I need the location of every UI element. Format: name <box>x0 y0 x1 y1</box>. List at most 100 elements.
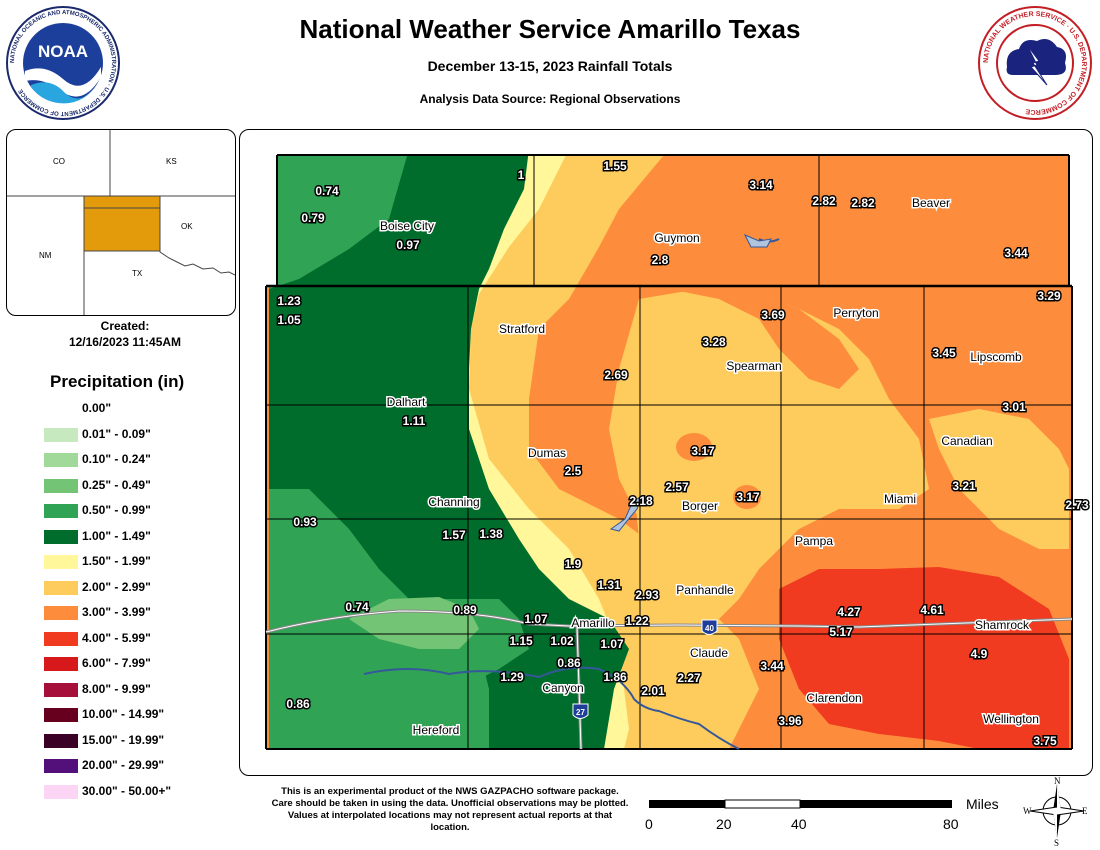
compass-s: S <box>1054 838 1059 846</box>
rainfall-value: 2.73 <box>1065 498 1089 512</box>
inset-label-nm: NM <box>39 251 52 260</box>
rainfall-value: 5.17 <box>829 625 853 639</box>
data-source: Analysis Data Source: Regional Observati… <box>419 92 681 106</box>
legend-swatch <box>44 708 78 722</box>
legend-swatch <box>44 733 78 748</box>
legend-swatch <box>44 580 78 595</box>
inset-label-co: CO <box>53 157 65 166</box>
rainfall-value: 0.89 <box>453 603 477 617</box>
rainfall-value: 2.18 <box>629 494 653 508</box>
legend-label: 6.00" - 7.99" <box>82 656 151 670</box>
legend-label: 4.00" - 5.99" <box>82 630 151 645</box>
city-label-hereford: Hereford <box>413 723 460 737</box>
rainfall-value: 1.22 <box>625 614 649 628</box>
compass-rose-icon: N E S W <box>1023 776 1088 846</box>
rainfall-value: 0.74 <box>315 184 339 198</box>
scale-unit: Miles <box>966 796 999 812</box>
rainfall-value: 1.23 <box>277 294 301 308</box>
inset-locator-map: CO KS NM OK TX <box>6 129 236 316</box>
rainfall-value: 2.27 <box>677 671 701 685</box>
rainfall-value: 0.93 <box>293 515 317 529</box>
page-title: National Weather Service Amarillo Texas <box>299 14 801 44</box>
i40-shield: 40 <box>701 619 718 635</box>
compass-e: E <box>1082 806 1088 816</box>
rainfall-value: 3.01 <box>1002 400 1026 414</box>
city-label-boise-city: Boise City <box>380 219 434 233</box>
noaa-logo: NATIONAL OCEANIC AND ATMOSPHERIC ADMINIS… <box>6 6 120 120</box>
legend-label: 1.00" - 1.49" <box>82 528 151 543</box>
city-label-miami: Miami <box>884 492 916 506</box>
rainfall-value: 0.74 <box>345 600 369 614</box>
rainfall-value: 0.86 <box>286 697 310 711</box>
rainfall-value: 1.9 <box>565 557 582 571</box>
rainfall-value: 2.57 <box>665 480 689 494</box>
city-label-wellington: Wellington <box>983 712 1039 726</box>
rainfall-value: 0.86 <box>557 656 581 670</box>
rainfall-value: 3.45 <box>932 346 956 360</box>
rainfall-map: 40 27 Boise City Guymon Beaver Stratford Per… <box>265 154 1091 750</box>
page-subtitle: December 13-15, 2023 Rainfall Totals <box>427 58 673 74</box>
rainfall-value: 2.82 <box>812 194 836 208</box>
legend-label: 0.25" - 0.49" <box>82 477 151 492</box>
rainfall-value: 0.97 <box>396 238 420 252</box>
city-label-guymon: Guymon <box>654 231 699 245</box>
rainfall-value: 4.27 <box>837 605 861 619</box>
city-label-claude: Claude <box>690 646 728 660</box>
rainfall-value: 3.28 <box>702 335 726 349</box>
rainfall-value: 4.9 <box>971 647 988 661</box>
legend-swatch <box>44 682 78 697</box>
rainfall-value: 1.31 <box>597 578 621 592</box>
rainfall-value: 3.69 <box>761 308 785 322</box>
city-label-clarendon: Clarendon <box>806 691 861 705</box>
legend-label: 20.00" - 29.99" <box>82 758 165 772</box>
rainfall-value: 3.21 <box>952 479 976 493</box>
city-label-pampa: Pampa <box>795 534 833 548</box>
legend-label: 8.00" - 9.99" <box>82 681 151 696</box>
created-timestamp: 12/16/2023 11:45AM <box>68 335 182 349</box>
rainfall-value: 0.79 <box>301 211 325 225</box>
rainfall-value: 1 <box>518 168 525 182</box>
scale-tick-0: 0 <box>645 816 653 832</box>
city-label-canadian: Canadian <box>941 434 992 448</box>
rainfall-value: 1.15 <box>509 634 533 648</box>
rainfall-value: 3.14 <box>749 178 773 192</box>
rainfall-value: 3.96 <box>778 714 802 728</box>
scale-tick-20: 20 <box>716 816 732 832</box>
legend-swatch <box>44 529 78 544</box>
legend-label: 0.01" - 0.09" <box>82 426 151 441</box>
city-label-spearman: Spearman <box>726 359 781 373</box>
rainfall-value: 2.8 <box>652 253 669 267</box>
legend-swatch <box>44 427 78 442</box>
legend-title: Precipitation (in) <box>50 372 185 391</box>
legend-swatch <box>44 606 78 620</box>
svg-text:27: 27 <box>576 708 585 717</box>
legend-swatch <box>44 631 78 646</box>
rainfall-value: 3.17 <box>691 444 715 458</box>
compass-w: W <box>1023 806 1032 816</box>
rainfall-value: 2.82 <box>851 196 875 210</box>
city-label-channing: Channing <box>428 495 479 509</box>
legend-swatch <box>44 504 78 518</box>
rainfall-value: 3.75 <box>1033 734 1057 748</box>
legend-label: 30.00" - 50.00+" <box>82 783 172 798</box>
legend-swatch <box>44 759 78 773</box>
city-label-borger: Borger <box>682 499 718 513</box>
legend-label: 0.10" - 0.24" <box>82 452 151 466</box>
rainfall-value: 2.01 <box>641 684 665 698</box>
inset-label-ks: KS <box>166 157 177 166</box>
city-label-lipscomb: Lipscomb <box>970 350 1022 364</box>
rainfall-value: 3.44 <box>1004 246 1028 260</box>
disclaimer: This is an experimental product of the N… <box>271 786 629 833</box>
rainfall-value: 1.07 <box>524 612 548 626</box>
city-label-shamrock: Shamrock <box>975 618 1030 632</box>
rainfall-value: 1.05 <box>277 313 301 327</box>
nws-logo: NATIONAL WEATHER SERVICE · U.S. DEPARTME… <box>978 6 1092 120</box>
city-label-canyon: Canyon <box>542 681 583 695</box>
rainfall-value: 2.93 <box>635 588 659 602</box>
city-label-amarillo: Amarillo <box>571 616 615 630</box>
rainfall-value: 1.02 <box>550 634 574 648</box>
scale-tick-40: 40 <box>791 816 807 832</box>
rainfall-value: 1.11 <box>403 414 426 428</box>
city-label-dalhart: Dalhart <box>387 395 426 409</box>
legend-label: 10.00" - 14.99" <box>82 707 165 721</box>
